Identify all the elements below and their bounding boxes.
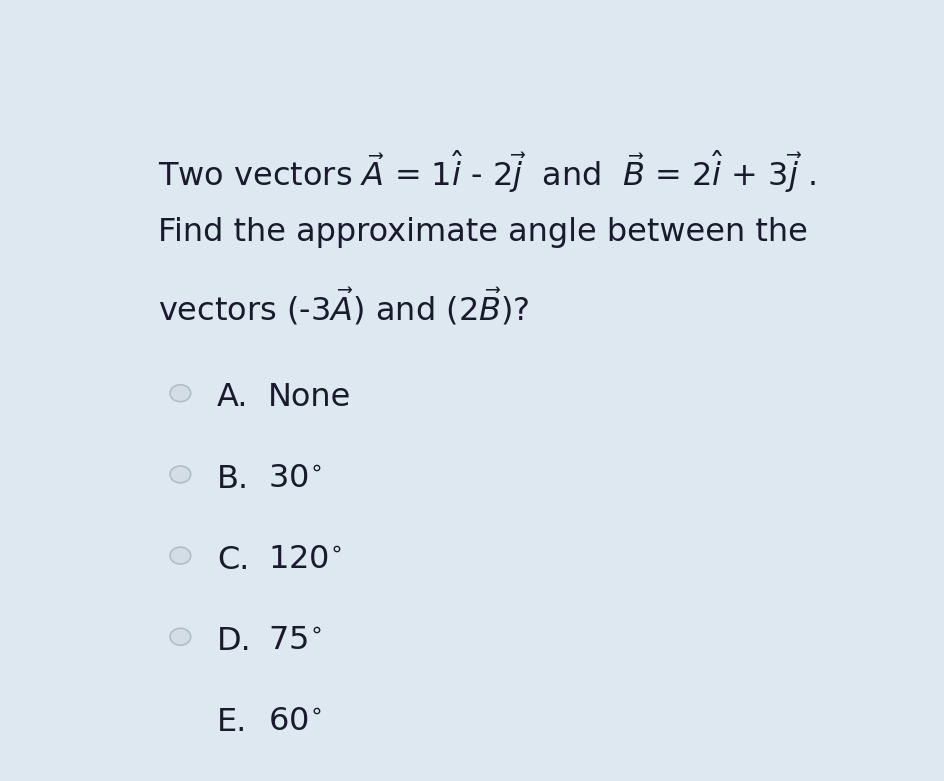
Circle shape xyxy=(170,385,191,401)
Text: D.: D. xyxy=(217,626,251,657)
Circle shape xyxy=(170,709,191,726)
Text: 120$^{\circ}$: 120$^{\circ}$ xyxy=(268,545,342,576)
Text: B.: B. xyxy=(217,464,249,494)
Text: 60$^{\circ}$: 60$^{\circ}$ xyxy=(268,707,321,738)
Circle shape xyxy=(170,466,191,483)
Text: 75$^{\circ}$: 75$^{\circ}$ xyxy=(268,626,321,657)
Text: A.: A. xyxy=(217,383,248,413)
Text: Two vectors $\vec{A}$ = 1$\hat{i}$ - 2$\vec{j}$  and  $\vec{B}$ = 2$\hat{i}$ + 3: Two vectors $\vec{A}$ = 1$\hat{i}$ - 2$\… xyxy=(159,148,816,194)
Text: 30$^{\circ}$: 30$^{\circ}$ xyxy=(268,464,321,494)
Text: E.: E. xyxy=(217,707,247,738)
Circle shape xyxy=(170,628,191,645)
Circle shape xyxy=(170,547,191,564)
Text: Find the approximate angle between the: Find the approximate angle between the xyxy=(159,217,807,248)
Text: vectors (-3$\vec{A}$) and (2$\vec{B}$)?: vectors (-3$\vec{A}$) and (2$\vec{B}$)? xyxy=(159,286,530,327)
Text: None: None xyxy=(268,383,351,413)
Text: C.: C. xyxy=(217,545,249,576)
